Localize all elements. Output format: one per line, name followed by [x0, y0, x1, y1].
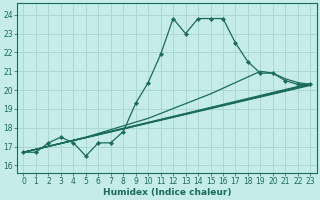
- X-axis label: Humidex (Indice chaleur): Humidex (Indice chaleur): [103, 188, 231, 197]
